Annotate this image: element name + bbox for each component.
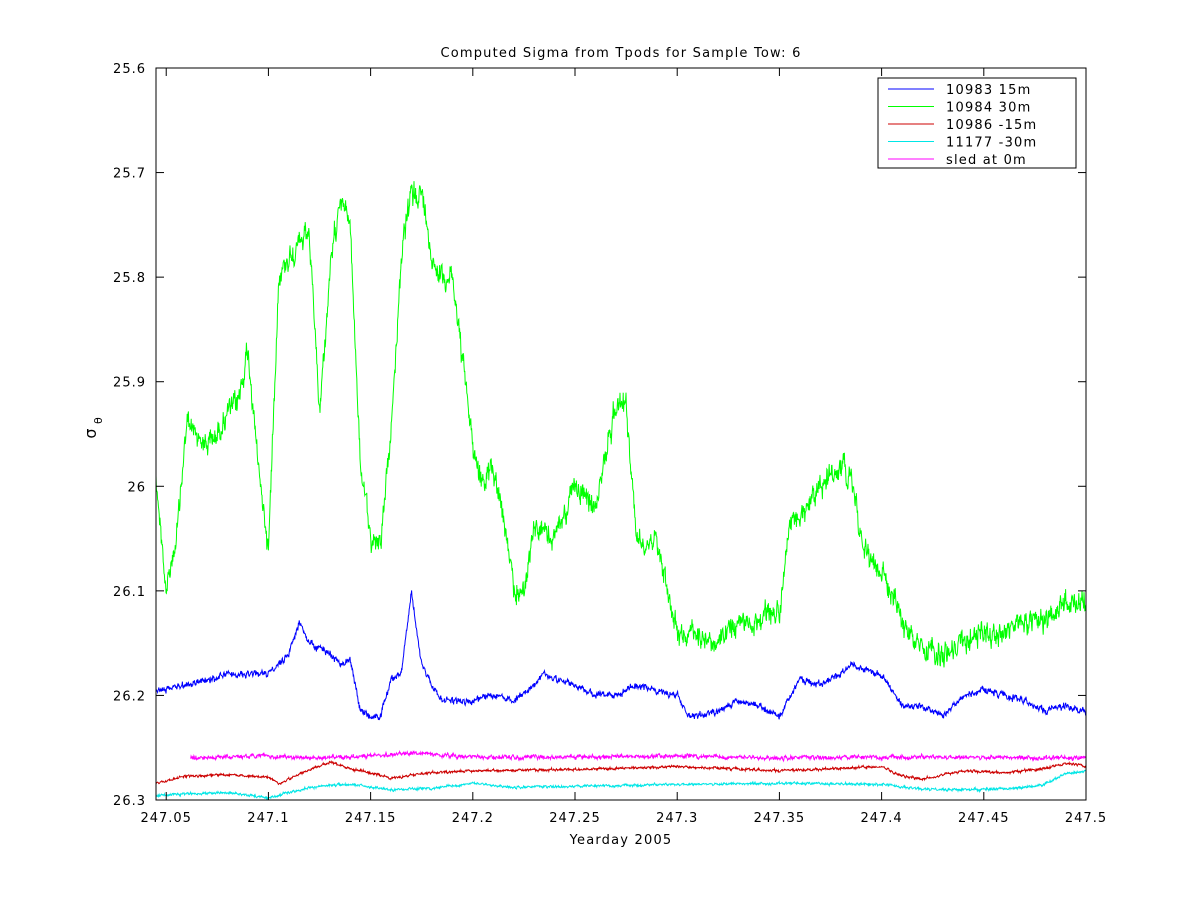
x-tick-label: 247.5: [1065, 811, 1107, 826]
series-layer: [155, 181, 1087, 801]
ticks-layer: 247.05 247.1 247.15 247.2 247.25 247.3 247.35 2…: [113, 62, 1107, 826]
plot-frame: [155, 67, 1087, 801]
legend-box: [877, 77, 1077, 169]
x-tick-label: 247.25: [549, 811, 601, 826]
y-tick-label: 26: [127, 480, 146, 495]
legend: 10983 15m 10984 30m 10986 -15m 11177 -30m sl…: [877, 77, 1077, 169]
x-tick-label: 247.15: [345, 811, 397, 826]
legend-label: sled at 0m: [946, 153, 1027, 168]
x-tick-label: 247.35: [754, 811, 806, 826]
y-tick-label: 25.8: [113, 271, 146, 286]
y-tick-label: 26.2: [113, 689, 146, 704]
series-line-1: [155, 181, 1087, 668]
series-line-3: [155, 769, 1087, 801]
x-axis-label: Yearday 2005: [569, 833, 673, 848]
y-tick-label: 26.1: [113, 585, 146, 600]
x-tick-label: 247.1: [247, 811, 289, 826]
y-tick-label: 26.3: [113, 794, 146, 809]
x-tick-label: 247.05: [140, 811, 192, 826]
y-tick-label: 25.7: [113, 167, 146, 182]
x-tick-label: 247.2: [452, 811, 494, 826]
x-tick-label: 247.3: [656, 811, 698, 826]
legend-label: 10984 30m: [946, 101, 1032, 116]
chart-title: Computed Sigma from Tpods for Sample Tow…: [440, 46, 801, 61]
legend-label: 11177 -30m: [946, 136, 1037, 151]
y-axis-label-subscript: θ: [92, 416, 105, 424]
y-tick-label: 25.6: [113, 62, 146, 77]
x-tick-label: 247.4: [860, 811, 902, 826]
series-line-0: [155, 590, 1087, 721]
y-axis-label: σ θ: [81, 416, 105, 439]
series-line-2: [155, 760, 1087, 786]
series-line-4: [190, 749, 1087, 763]
x-tick-label: 247.45: [958, 811, 1010, 826]
y-axis-label-symbol: σ: [81, 427, 100, 438]
y-tick-label: 25.9: [113, 376, 146, 391]
legend-label: 10986 -15m: [946, 118, 1037, 133]
legend-label: 10983 15m: [946, 83, 1032, 98]
